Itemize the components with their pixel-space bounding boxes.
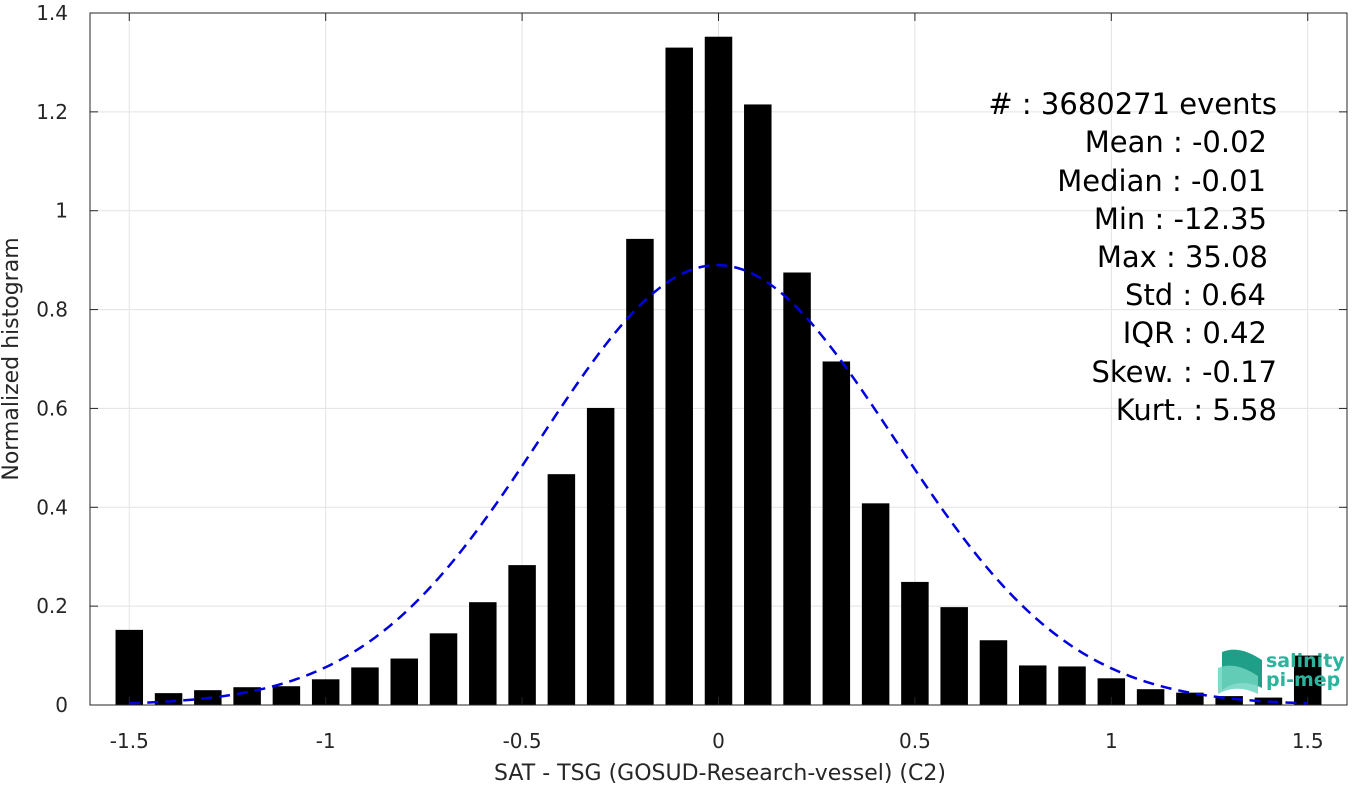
bar-24 — [1058, 666, 1086, 705]
bar-9 — [469, 602, 497, 705]
gaussian-fit-curve — [129, 263, 1308, 705]
x-tick-label-2: -0.5 — [503, 729, 542, 753]
x-tick-label-6: 1.5 — [1292, 729, 1324, 753]
bar-15 — [704, 36, 733, 706]
stats-box: # : 3680271 events Mean : -0.02 Median :… — [988, 87, 1277, 427]
y-tick-label-7: 1.4 — [36, 1, 68, 25]
bar-0 — [115, 629, 144, 705]
bar-4 — [272, 686, 301, 705]
y-tick-label-3: 0.6 — [36, 396, 68, 420]
logo-text-line2: pi-mep — [1266, 669, 1340, 691]
bar-27 — [1176, 692, 1204, 705]
x-tick-label-1: -1 — [316, 729, 336, 753]
bar-12 — [586, 407, 615, 705]
x-tick-label-0: -1.5 — [110, 729, 149, 753]
y-tick-label-6: 1.2 — [36, 100, 68, 124]
bar-22 — [979, 640, 1008, 705]
logo-text-line1: salinity — [1266, 650, 1345, 672]
bar-23 — [1019, 665, 1047, 705]
x-axis-label: SAT - TSG (GOSUD-Research-vessel) (C2) — [494, 761, 946, 785]
stat-skew: Skew. : -0.17 — [1091, 355, 1277, 389]
bar-3 — [233, 687, 261, 705]
bar-18 — [822, 361, 851, 705]
x-tick-label-4: 0.5 — [899, 729, 931, 753]
y-tick-label-1: 0.2 — [36, 594, 68, 618]
bar-1 — [154, 693, 183, 705]
stat-kurt: Kurt. : 5.58 — [1116, 393, 1277, 427]
bar-20 — [901, 581, 929, 705]
stat-median: Median : -0.01 — [1057, 164, 1266, 198]
bar-16 — [744, 104, 772, 705]
bar-19 — [861, 503, 890, 705]
stat-std: Std : 0.64 — [1125, 278, 1266, 312]
stat-events: # : 3680271 events — [988, 87, 1277, 121]
bar-10 — [508, 565, 536, 705]
stat-iqr: IQR : 0.42 — [1123, 316, 1267, 350]
y-tick-label-4: 0.8 — [36, 298, 68, 322]
stat-max: Max : 35.08 — [1097, 240, 1268, 274]
stat-mean: Mean : -0.02 — [1085, 125, 1267, 159]
x-tick-label-5: 1 — [1105, 729, 1118, 753]
bar-11 — [547, 474, 576, 705]
bar-26 — [1136, 689, 1165, 705]
salinity-pi-mep-logo: salinity pi-mep — [1218, 649, 1345, 694]
logo-wave-icon-light — [1218, 665, 1258, 694]
x-axis-ticks: -1.5 -1 -0.5 0 0.5 1 1.5 — [110, 13, 1324, 753]
bar-14 — [665, 47, 693, 706]
bar-13 — [626, 238, 654, 706]
y-tick-label-2: 0.4 — [36, 495, 68, 519]
bar-30 — [1293, 655, 1322, 705]
bar-21 — [940, 607, 968, 705]
bar-28 — [1215, 696, 1243, 705]
bar-17 — [783, 272, 811, 705]
bar-8 — [429, 633, 458, 705]
y-tick-label-5: 1 — [55, 199, 68, 223]
bar-7 — [390, 658, 418, 705]
x-tick-label-3: 0 — [712, 729, 725, 753]
y-tick-label-0: 0 — [55, 693, 68, 717]
y-axis-label: Normalized histogram — [0, 237, 24, 480]
stat-min: Min : -12.35 — [1094, 202, 1267, 236]
y-axis-ticks: 0 0.2 0.4 0.6 0.8 1 1.2 1.4 — [36, 1, 1347, 717]
bar-6 — [351, 667, 379, 705]
